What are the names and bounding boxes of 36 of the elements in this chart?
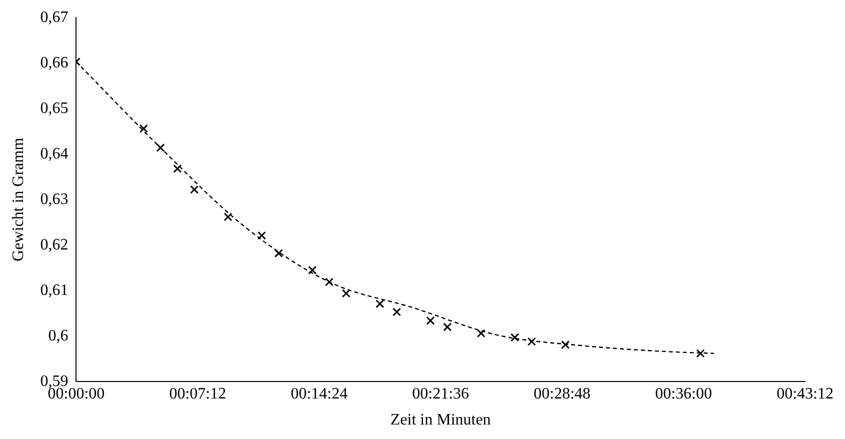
y-axis-title: Gewicht in Gramm xyxy=(10,137,27,262)
point xyxy=(257,231,266,240)
point xyxy=(476,329,486,338)
point xyxy=(324,278,334,286)
y-tick-label: 0,63 xyxy=(40,190,68,208)
x-tick-label: 00:36:00 xyxy=(655,385,712,402)
y-tick-label: 0,67 xyxy=(40,8,68,26)
x-axis-title: Zeit in Minuten xyxy=(390,412,491,429)
point xyxy=(696,349,705,358)
x-tick-label: 00:21:36 xyxy=(412,385,470,402)
y-tick-label: 0,59 xyxy=(40,372,68,390)
y-tick-label: 0,61 xyxy=(40,282,68,299)
point xyxy=(156,143,165,152)
point xyxy=(224,212,232,222)
y-tick-label: 0,65 xyxy=(40,100,68,117)
x-tick-label: 00:43:12 xyxy=(776,385,834,402)
point xyxy=(392,308,402,316)
point xyxy=(527,337,536,346)
point xyxy=(173,164,182,173)
point xyxy=(426,316,435,325)
y-tick-label: 0,62 xyxy=(40,236,68,254)
point xyxy=(308,266,317,274)
x-tick-label: 00:28:48 xyxy=(534,385,591,402)
point xyxy=(443,322,452,332)
y-tick-label: 0,64 xyxy=(40,145,68,162)
point xyxy=(376,300,384,308)
x-tick-label: 00:07:12 xyxy=(169,385,226,402)
point xyxy=(510,333,520,342)
point xyxy=(139,124,148,133)
x-tick-label: 00:14:24 xyxy=(290,385,348,402)
point xyxy=(274,249,283,258)
point xyxy=(342,289,350,298)
y-tick-label: 0,6 xyxy=(48,327,68,344)
y-tick-label: 0,66 xyxy=(40,54,68,72)
point xyxy=(561,340,570,350)
point xyxy=(190,185,199,194)
